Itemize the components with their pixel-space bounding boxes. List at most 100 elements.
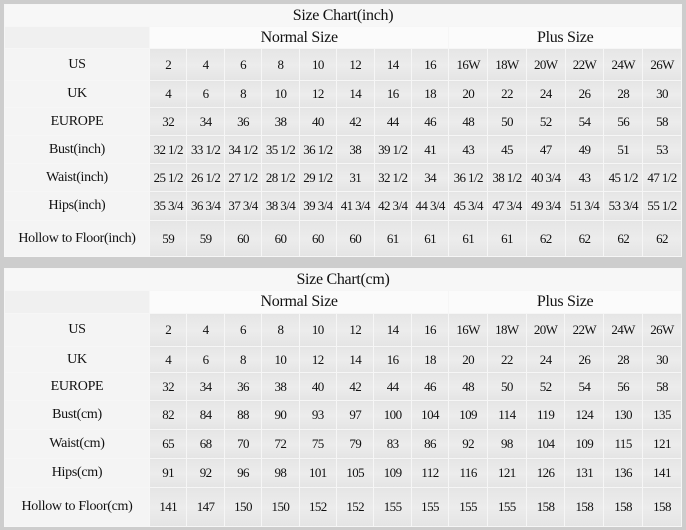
table-cell: 100 bbox=[373, 400, 412, 430]
table-cell: 45 3/4 bbox=[448, 191, 489, 221]
table-cell: 104 bbox=[410, 400, 450, 430]
table-cell: 33 1/2 bbox=[186, 135, 225, 164]
table-cell: 22 bbox=[487, 80, 527, 108]
table-cell: 150 bbox=[223, 487, 263, 527]
table-cell: 147 bbox=[186, 487, 225, 527]
table-cell: 38 3/4 bbox=[261, 191, 300, 221]
table-cell: 114 bbox=[486, 400, 527, 430]
table-cell: 121 bbox=[486, 458, 527, 488]
table-cell: 42 bbox=[336, 372, 375, 401]
table-cell: 62 bbox=[603, 220, 644, 257]
table-cell: 27 1/2 bbox=[223, 163, 263, 192]
table-cell: 158 bbox=[641, 487, 683, 527]
corner-cell bbox=[4, 290, 150, 314]
table-cell: 16W bbox=[448, 48, 489, 81]
table-cell: 39 3/4 bbox=[298, 191, 338, 221]
table-cell: 130 bbox=[603, 400, 643, 430]
table-cell: 29 1/2 bbox=[298, 163, 338, 192]
table-cell: 24 bbox=[525, 346, 566, 373]
table-cell: 59 bbox=[148, 220, 188, 257]
row-label: US bbox=[4, 48, 150, 81]
row-label: EUROPE bbox=[4, 372, 150, 401]
table-cell: 104 bbox=[525, 429, 566, 459]
table-cell: 16 bbox=[410, 313, 450, 347]
table-cell: 60 bbox=[223, 220, 263, 257]
table-cell: 158 bbox=[603, 487, 643, 527]
table-cell: 26W bbox=[641, 313, 683, 347]
table-title: Size Chart(inch) bbox=[4, 4, 682, 27]
table-cell: 109 bbox=[373, 458, 412, 488]
table-row: EUROPE 32 34 36 38 40 42 44 46 48 50 52 54 56 58 bbox=[4, 107, 682, 136]
table-cell: 24W bbox=[603, 313, 643, 347]
table-cell: 32 bbox=[148, 372, 188, 401]
table-cell: 42 bbox=[336, 107, 375, 136]
table-row: UK 4 6 8 10 12 14 16 18 20 22 24 26 28 30 bbox=[4, 80, 682, 108]
table-cell: 84 bbox=[186, 400, 225, 430]
table-cell: 20 bbox=[448, 80, 489, 108]
table-cell: 22W bbox=[564, 313, 605, 347]
row-label: EUROPE bbox=[4, 107, 150, 136]
table-row: US 2 4 6 8 10 12 14 16 16W 18W 20W 22W 24W 26W bbox=[4, 48, 682, 81]
table-cell: 152 bbox=[298, 487, 338, 527]
table-cell: 42 3/4 bbox=[373, 191, 412, 221]
table-cell: 38 1/2 bbox=[487, 163, 527, 192]
table-cell: 28 bbox=[603, 80, 644, 108]
table-cell: 152 bbox=[336, 487, 375, 527]
table-cell: 31 bbox=[336, 163, 375, 192]
title-row: Size Chart(inch) bbox=[4, 4, 682, 27]
table-cell: 72 bbox=[261, 429, 300, 459]
table-cell: 62 bbox=[525, 220, 566, 257]
table-cell: 34 bbox=[410, 163, 450, 192]
table-cell: 18 bbox=[410, 80, 450, 108]
table-cell: 155 bbox=[448, 487, 488, 527]
table-cell: 45 bbox=[487, 135, 527, 164]
table-row: Hollow to Floor(inch) 59 59 60 60 60 60 61 61 61 6… bbox=[4, 220, 682, 257]
table-cell: 44 bbox=[373, 107, 412, 136]
table-cell: 16W bbox=[448, 313, 488, 347]
table-cell: 60 bbox=[336, 220, 375, 257]
table-cell: 4 bbox=[186, 48, 225, 81]
table-cell: 16 bbox=[373, 346, 412, 373]
table-cell: 92 bbox=[186, 458, 225, 488]
table-cell: 8 bbox=[261, 313, 300, 347]
row-label: Hollow to Floor(cm) bbox=[4, 487, 150, 527]
plus-size-header: Plus Size bbox=[448, 290, 682, 314]
table-cell: 20W bbox=[525, 48, 566, 81]
table-cell: 121 bbox=[641, 429, 683, 459]
table-cell: 36 bbox=[223, 372, 263, 401]
table-cell: 37 3/4 bbox=[223, 191, 263, 221]
table-cell: 58 bbox=[642, 107, 682, 136]
table-cell: 55 1/2 bbox=[642, 191, 682, 221]
table-cell: 79 bbox=[336, 429, 375, 459]
table-row: EUROPE 32 34 36 38 40 42 44 46 48 50 52 54 56 58 bbox=[4, 372, 683, 401]
table-cell: 50 bbox=[487, 107, 527, 136]
table-cell: 18 bbox=[410, 346, 450, 373]
table-cell: 10 bbox=[298, 313, 338, 347]
table-cell: 41 bbox=[410, 135, 450, 164]
table-cell: 155 bbox=[486, 487, 527, 527]
table-row: Bust(inch) 32 1/2 33 1/2 34 1/2 35 1/2 36 1/2… bbox=[4, 135, 682, 164]
table-cell: 12 bbox=[298, 80, 338, 108]
table-cell: 32 bbox=[148, 107, 188, 136]
table-row: Waist(cm) 65 68 70 72 75 79 83 86 92 98 104 109 115 12… bbox=[4, 429, 683, 459]
table-cell: 4 bbox=[148, 346, 188, 373]
corner-cell bbox=[4, 26, 150, 49]
table-cell: 28 bbox=[603, 346, 643, 373]
table-cell: 62 bbox=[642, 220, 682, 257]
table-cell: 155 bbox=[373, 487, 412, 527]
table-cell: 35 1/2 bbox=[261, 135, 300, 164]
plus-size-header: Plus Size bbox=[448, 26, 682, 49]
table-cell: 43 bbox=[564, 163, 605, 192]
table-row: Bust(cm) 82 84 88 90 93 97 100 104 109 114 119 124 13… bbox=[4, 400, 683, 430]
table-cell: 46 bbox=[410, 372, 450, 401]
table-cell: 150 bbox=[261, 487, 300, 527]
size-chart-inch: Size Chart(inch) Normal Size Plus Size US 2 4… bbox=[4, 4, 682, 257]
table-cell: 47 1/2 bbox=[642, 163, 682, 192]
table-cell: 32 1/2 bbox=[373, 163, 412, 192]
table-cell: 38 bbox=[261, 107, 300, 136]
table-cell: 34 1/2 bbox=[223, 135, 263, 164]
table-cell: 34 bbox=[186, 107, 225, 136]
table-cell: 24W bbox=[603, 48, 644, 81]
table-cell: 92 bbox=[448, 429, 488, 459]
table-cell: 61 bbox=[373, 220, 412, 257]
